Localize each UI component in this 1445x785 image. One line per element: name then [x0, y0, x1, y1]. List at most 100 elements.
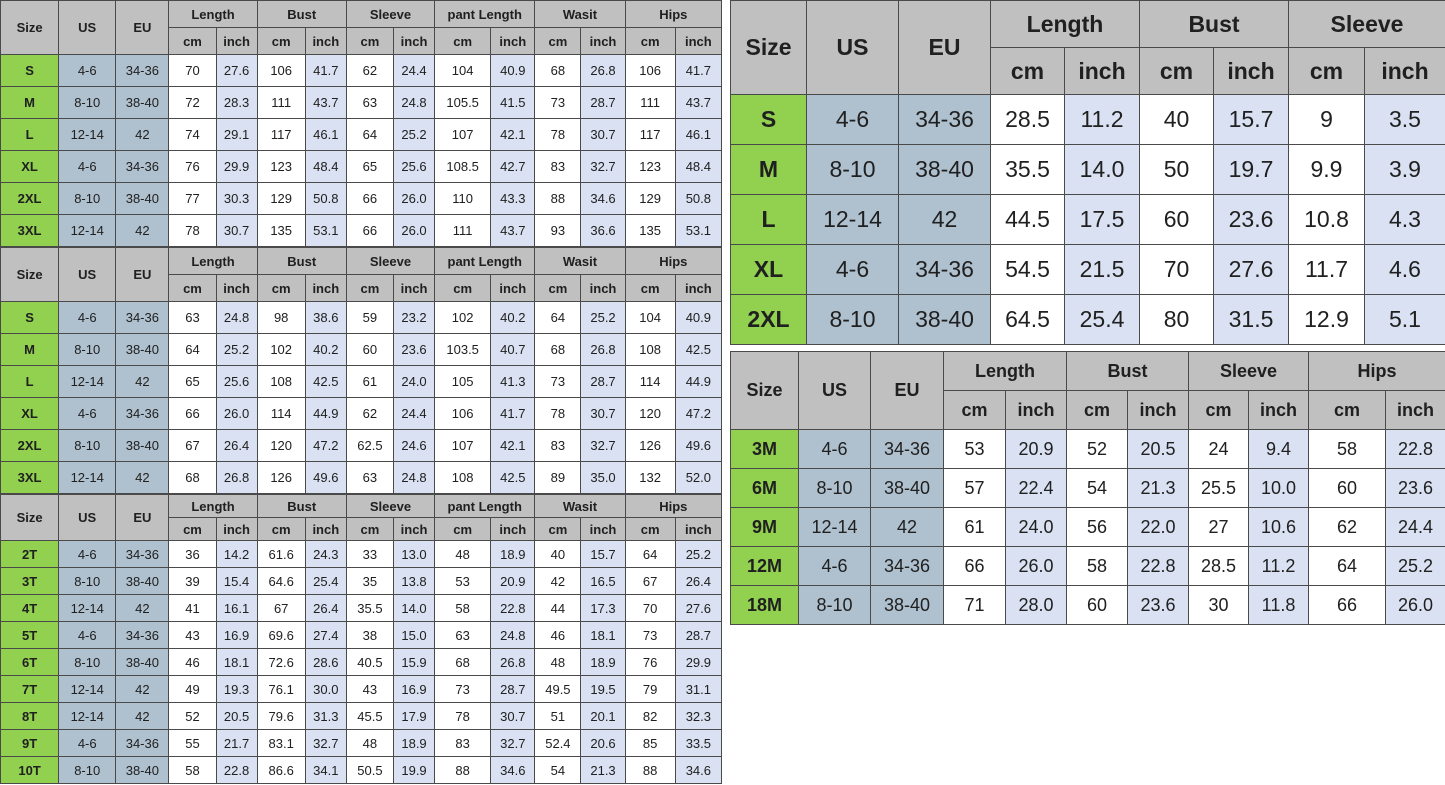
measurement-cell: 15.9 [392, 648, 436, 676]
eu-cell: 34-36 [115, 54, 170, 87]
measurement-cell: 42.5 [490, 461, 536, 494]
size-cell: 3XL [0, 214, 60, 247]
measurement-cell: 73 [624, 621, 676, 649]
measurement-cell: 62.5 [345, 429, 394, 462]
header-row-units: cm inch cm inch cm inch cm inch [731, 390, 1445, 430]
measurement-cell: 24.8 [392, 86, 436, 119]
column-header-eu: EU [870, 351, 944, 430]
unit-header-length-cm: cm [943, 390, 1006, 430]
unit-header-hips-inch: inch [674, 274, 723, 302]
column-header-size: Size [730, 0, 807, 95]
measurement-cell: 52 [168, 702, 217, 730]
measurement-cell: 35.5 [990, 144, 1065, 195]
us-cell: 4-6 [58, 621, 117, 649]
eu-cell: 34-36 [115, 729, 170, 757]
size-row-6t: 6T 8-10 38-40 46 18.1 72.6 28.6 40.5 15.9 68 26.8 4… [0, 648, 723, 676]
size-cell: 2XL [0, 429, 60, 462]
measurement-cell: 21.3 [1127, 468, 1189, 508]
group-header-bust: Bust [256, 494, 347, 518]
eu-cell: 42 [115, 675, 170, 703]
measurement-cell: 98 [256, 301, 306, 334]
measurement-cell: 63 [345, 461, 394, 494]
measurement-cell: 59 [345, 301, 394, 334]
measurement-cell: 64 [1308, 546, 1386, 586]
measurement-cell: 50.5 [345, 756, 394, 784]
measurement-cell: 27 [1188, 507, 1249, 547]
unit-header-length-inch: inch [1064, 47, 1140, 95]
measurement-cell: 120 [624, 397, 676, 430]
right-column: Size US EU Length Bust Sleeve cm inch cm inch cm in… [730, 0, 1445, 625]
measurement-cell: 67 [256, 594, 306, 622]
table-slot-adult-top-s-2xl: Size US EU Length Bust Sleeve cm inch cm inch cm in… [730, 0, 1445, 345]
column-header-eu: EU [115, 0, 170, 55]
measurement-cell: 28.7 [490, 675, 536, 703]
size-cell: S [0, 54, 60, 87]
measurement-cell: 26.0 [215, 397, 258, 430]
measurement-cell: 18.1 [580, 621, 626, 649]
us-cell: 12-14 [58, 594, 117, 622]
unit-header-pant-length-inch: inch [490, 517, 536, 541]
unit-header-length-inch: inch [215, 27, 258, 55]
measurement-cell: 42.5 [674, 333, 723, 366]
measurement-cell: 34.1 [304, 756, 347, 784]
measurement-cell: 24.4 [1384, 507, 1445, 547]
measurement-cell: 26.4 [674, 567, 723, 595]
measurement-cell: 68 [434, 648, 492, 676]
measurement-cell: 11.2 [1064, 94, 1140, 145]
size-cell: L [0, 118, 60, 151]
measurement-cell: 30.7 [490, 702, 536, 730]
unit-header-bust-inch: inch [304, 27, 347, 55]
measurement-cell: 20.9 [1005, 429, 1067, 469]
group-header-sleeve: Sleeve [345, 247, 436, 275]
unit-header-sleeve-inch: inch [392, 517, 436, 541]
eu-cell: 34-36 [115, 301, 170, 334]
measurement-cell: 73 [534, 86, 582, 119]
measurement-cell: 43 [168, 621, 217, 649]
measurement-cell: 52 [1066, 429, 1128, 469]
us-cell: 4-6 [58, 150, 117, 183]
column-header-eu: EU [115, 247, 170, 302]
measurement-cell: 19.7 [1213, 144, 1289, 195]
measurement-cell: 25.6 [215, 365, 258, 398]
group-header-hips: Hips [624, 494, 723, 518]
header-row-units: cm inch cm inch cm inch cm inch cm inch cm inch [1, 274, 723, 302]
size-cell: 3T [0, 567, 60, 595]
measurement-cell: 40.9 [674, 301, 723, 334]
us-cell: 4-6 [806, 94, 899, 145]
measurement-cell: 72.6 [256, 648, 306, 676]
measurement-cell: 20.6 [580, 729, 626, 757]
measurement-cell: 43 [345, 675, 394, 703]
measurement-cell: 3.9 [1364, 144, 1445, 195]
measurement-cell: 78 [534, 397, 582, 430]
unit-header-hips-inch: inch [1384, 390, 1445, 430]
measurement-cell: 41.7 [490, 397, 536, 430]
unit-header-bust-cm: cm [1066, 390, 1128, 430]
measurement-cell: 13.0 [392, 540, 436, 568]
unit-header-length-inch: inch [1005, 390, 1067, 430]
measurement-cell: 80 [1139, 294, 1214, 345]
eu-cell: 38-40 [115, 429, 170, 462]
measurement-cell: 27.4 [304, 621, 347, 649]
size-chart-table-toddler-2t-10t: Size US EU Length Bust Sleeve pant Length Wasit… [0, 494, 723, 784]
eu-cell: 38-40 [898, 144, 991, 195]
measurement-cell: 26.4 [215, 429, 258, 462]
measurement-cell: 54 [1066, 468, 1128, 508]
measurement-cell: 88 [434, 756, 492, 784]
measurement-cell: 66 [943, 546, 1006, 586]
measurement-cell: 40 [1139, 94, 1214, 145]
unit-header-wasit-cm: cm [534, 274, 582, 302]
measurement-cell: 9 [1288, 94, 1365, 145]
measurement-cell: 28.7 [580, 365, 626, 398]
group-header-wasit: Wasit [534, 247, 626, 275]
measurement-cell: 19.9 [392, 756, 436, 784]
unit-header-pant-length-cm: cm [434, 27, 492, 55]
us-cell: 4-6 [58, 729, 117, 757]
group-header-wasit: Wasit [534, 0, 626, 28]
us-cell: 4-6 [798, 429, 871, 469]
measurement-cell: 106 [624, 54, 676, 87]
size-row-m: M 8-10 38-40 64 25.2 102 40.2 60 23.6 103.5 40.7 68… [0, 333, 723, 366]
size-row-2xl: 2XL 8-10 38-40 67 26.4 120 47.2 62.5 24.6 107 42.1… [0, 429, 723, 462]
measurement-cell: 19.5 [580, 675, 626, 703]
size-row-l: L 12-14 42 74 29.1 117 46.1 64 25.2 107 42.1 78 30.7… [0, 118, 723, 151]
measurement-cell: 44.5 [990, 194, 1065, 245]
